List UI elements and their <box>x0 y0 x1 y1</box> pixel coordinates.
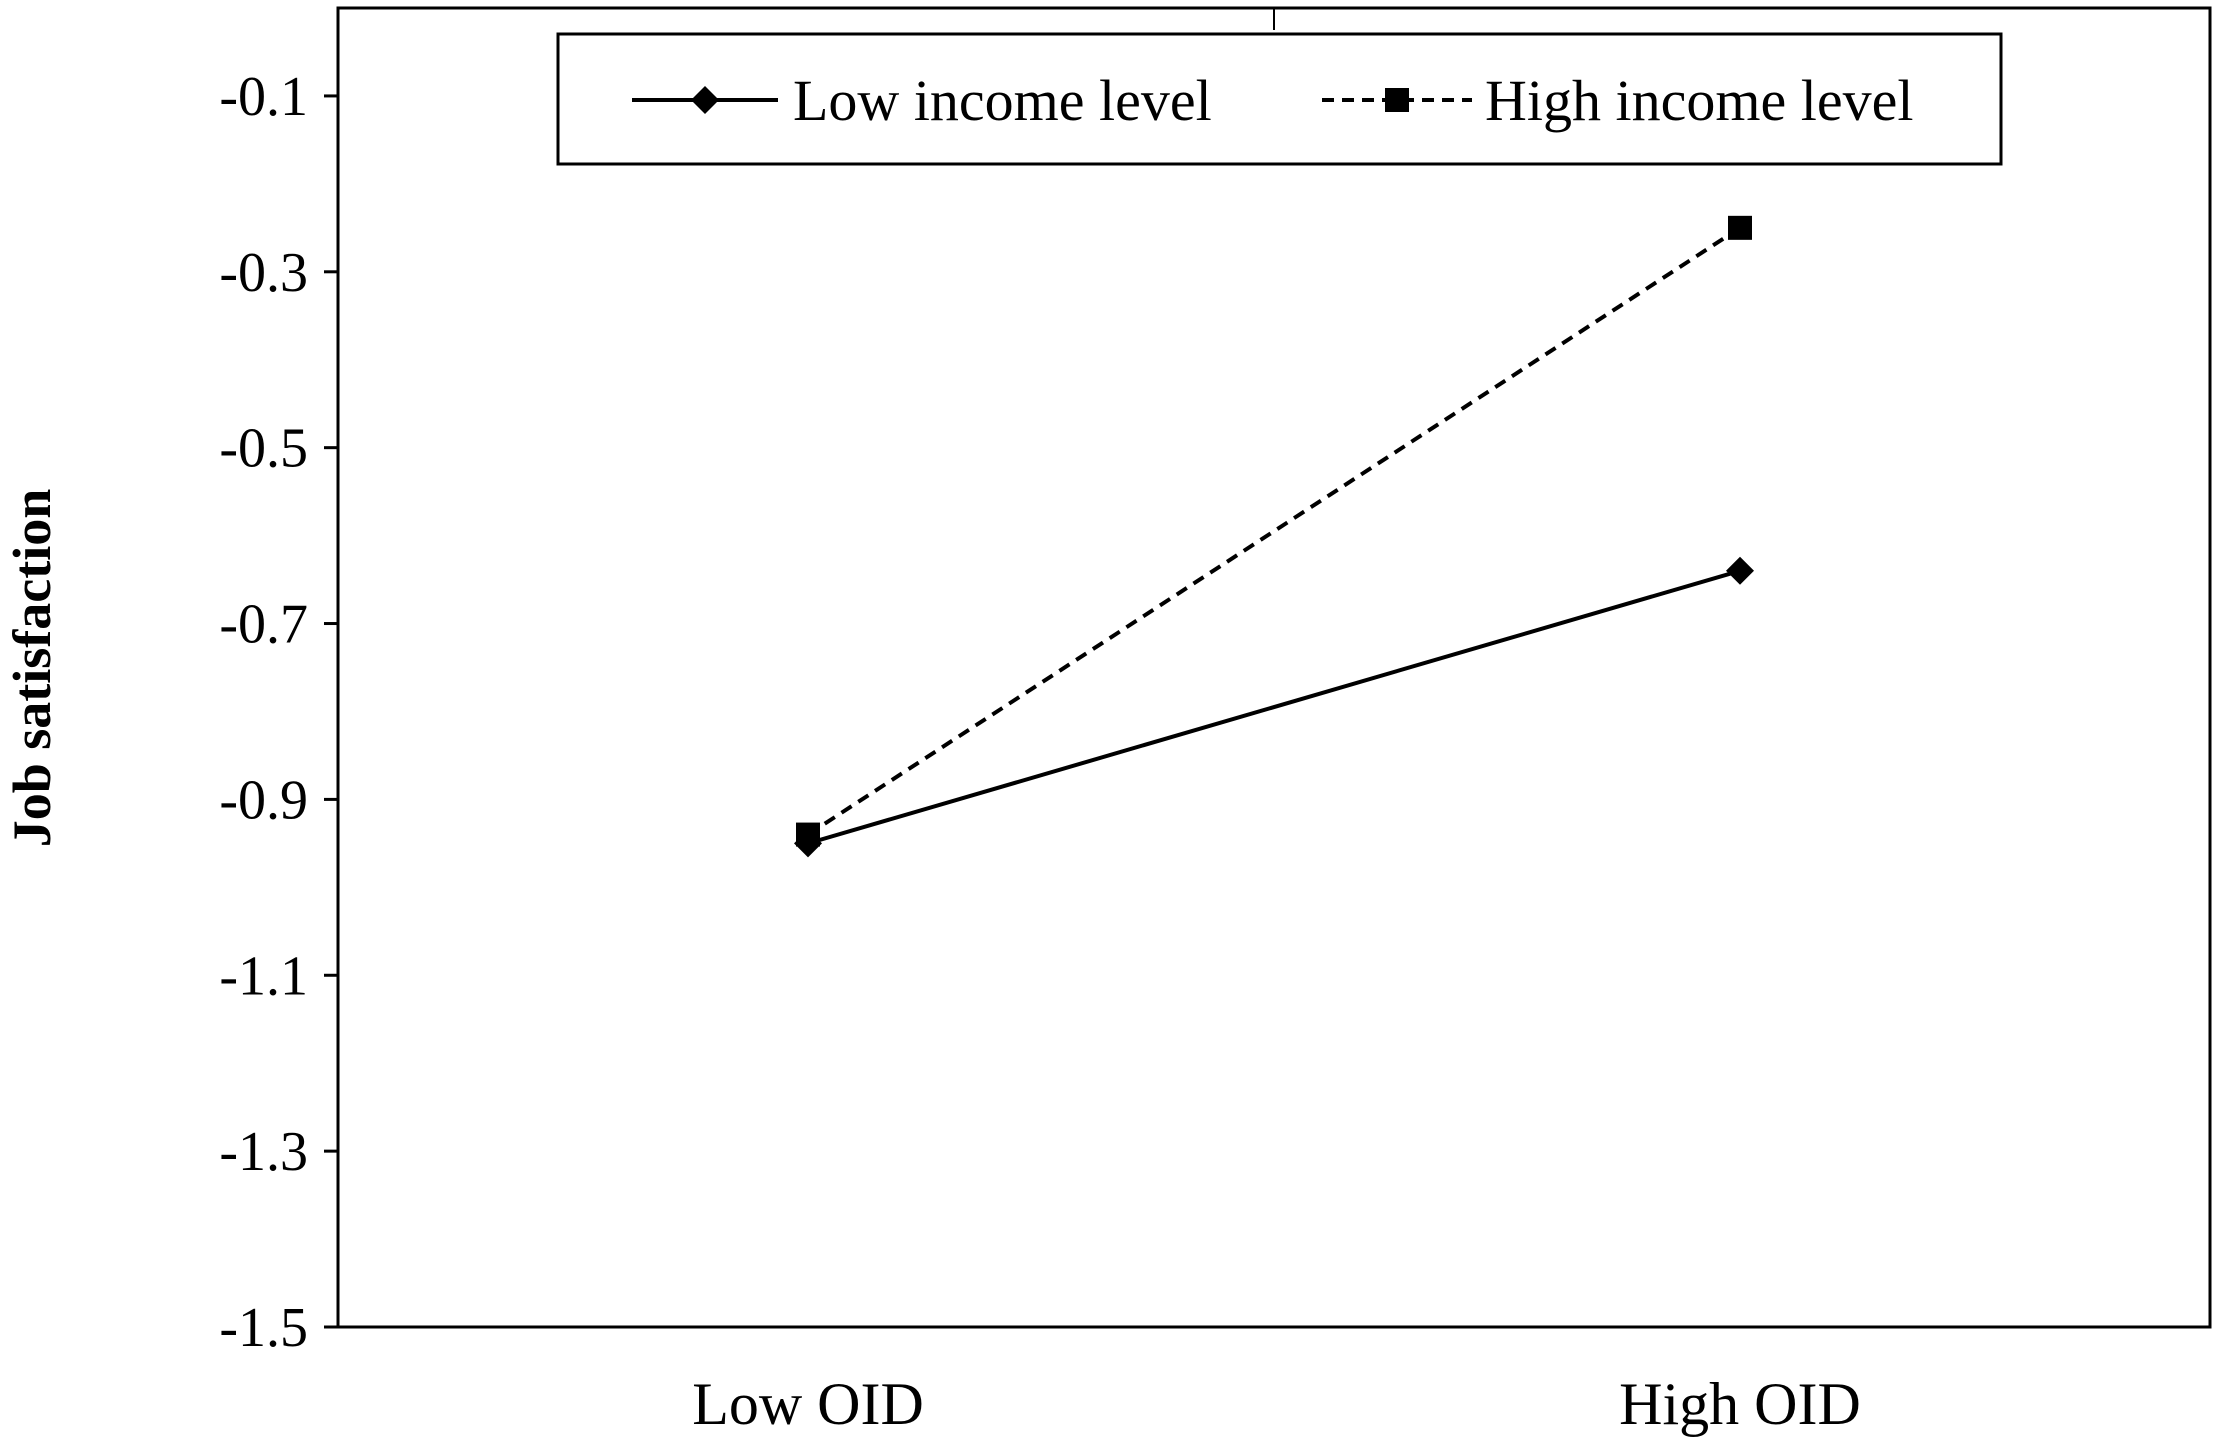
y-tick-label: -0.5 <box>219 418 308 480</box>
data-point <box>796 822 820 847</box>
y-axis-ticks: -0.1 -0.3 -0.5 -0.7 -0.9 -1.1 -1.3 -1.5 <box>219 66 338 1359</box>
series-line <box>807 568 1741 846</box>
legend: Low income level High income level <box>556 32 2003 166</box>
series-group <box>794 215 1754 858</box>
data-point <box>1728 215 1752 240</box>
y-tick-label: -1.5 <box>219 1297 308 1359</box>
series-high-income <box>796 215 1752 847</box>
legend-marker <box>691 86 719 114</box>
y-axis-title: Job satisfaction <box>2 489 62 848</box>
plot-frame-group <box>336 6 2212 1329</box>
y-tick-label: -0.1 <box>219 66 308 128</box>
y-tick-label: -0.3 <box>219 242 308 304</box>
x-axis-ticks: Low OID High OID <box>692 1371 1861 1437</box>
x-tick-label: High OID <box>1619 1371 1861 1437</box>
legend-marker <box>1385 88 1409 112</box>
series-line <box>806 226 1742 837</box>
legend-box <box>556 32 2003 166</box>
legend-item: High income level <box>1322 68 1913 133</box>
data-point <box>1726 556 1754 585</box>
legend-label: Low income level <box>793 68 1212 133</box>
y-tick-label: -1.1 <box>219 945 308 1007</box>
legend-item: Low income level <box>632 68 1212 133</box>
legend-label: High income level <box>1485 68 1913 133</box>
y-tick-label: -0.7 <box>219 594 308 656</box>
y-tick-label: -1.3 <box>219 1121 308 1183</box>
x-tick-label: Low OID <box>692 1371 924 1437</box>
y-tick-label: -0.9 <box>219 769 308 831</box>
